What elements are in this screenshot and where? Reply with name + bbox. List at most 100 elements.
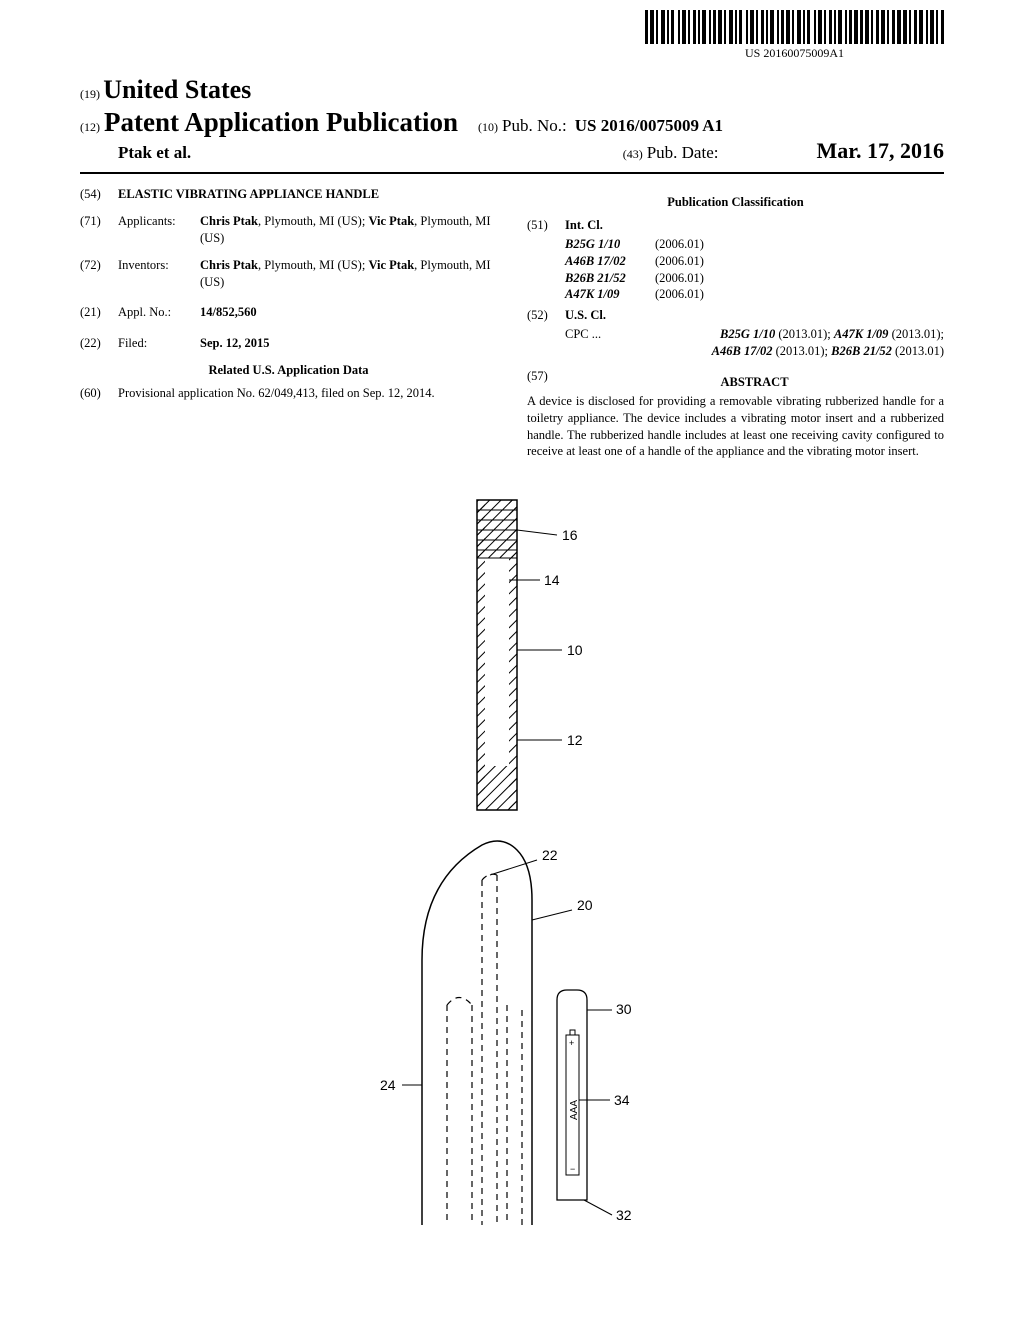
classification-heading: Publication Classification: [527, 194, 944, 211]
intcl-row: B25G 1/10(2006.01): [565, 236, 944, 253]
applicants-value: Chris Ptak, Plymouth, MI (US); Vic Ptak,…: [200, 213, 497, 247]
left-column: (54) ELASTIC VIBRATING APPLIANCE HANDLE …: [80, 186, 497, 460]
inventors-value: Chris Ptak, Plymouth, MI (US); Vic Ptak,…: [200, 257, 497, 291]
battery-minus: −: [570, 1164, 575, 1174]
pub-date-code: (43): [623, 147, 643, 161]
pub-date-label: Pub. Date:: [647, 143, 719, 162]
field-label: Appl. No.:: [118, 304, 200, 321]
cpc-date: (2013.01);: [888, 327, 944, 341]
figure-label-32: 32: [616, 1207, 632, 1223]
filed-value: Sep. 12, 2015: [200, 335, 497, 352]
field-code: (54): [80, 186, 118, 203]
cpc-prefix: CPC ...: [565, 326, 601, 343]
pub-type-code: (12): [80, 120, 100, 134]
patent-page: US 20160075009A1 (19) United States (12)…: [0, 0, 1024, 1320]
publication-line: (12) Patent Application Publication (10)…: [80, 107, 944, 138]
cpc-date: (2013.01);: [772, 344, 831, 358]
country-name: United States: [103, 75, 251, 104]
cpc-line-1: CPC ... B25G 1/10 (2013.01); A47K 1/09 (…: [565, 326, 944, 343]
field-code: (71): [80, 213, 118, 247]
field-22-filed: (22) Filed: Sep. 12, 2015: [80, 335, 497, 352]
field-code: (22): [80, 335, 118, 352]
cpc-line-2: A46B 17/02 (2013.01); B26B 21/52 (2013.0…: [565, 343, 944, 360]
intcl-code: A46B 17/02: [565, 253, 655, 270]
header: (19) United States (12) Patent Applicati…: [80, 75, 944, 164]
field-code: (51): [527, 217, 565, 234]
intcl-ver: (2006.01): [655, 253, 704, 270]
intcl-ver: (2006.01): [655, 236, 704, 253]
country-line: (19) United States: [80, 75, 944, 105]
intcl-code: A47K 1/09: [565, 286, 655, 303]
field-label: Inventors:: [118, 257, 200, 291]
battery-plus: +: [569, 1038, 574, 1048]
field-52-uscl: (52) U.S. Cl.: [527, 307, 944, 324]
pub-type: Patent Application Publication: [104, 107, 458, 137]
field-60-provisional: (60) Provisional application No. 62/049,…: [80, 385, 497, 402]
cpc-code: B26B 21/52: [831, 344, 892, 358]
figure-label-24: 24: [380, 1077, 396, 1093]
applicant-name: Chris Ptak: [200, 214, 258, 228]
field-label: Applicants:: [118, 213, 200, 247]
intcl-code: B26B 21/52: [565, 270, 655, 287]
barcode-graphic: [645, 10, 944, 44]
field-code: (52): [527, 307, 565, 324]
patent-drawing: 16 14 10 12 22 20: [362, 480, 662, 1240]
field-72-inventors: (72) Inventors: Chris Ptak, Plymouth, MI…: [80, 257, 497, 291]
figure: 16 14 10 12 22 20: [80, 480, 944, 1245]
divider: [80, 172, 944, 174]
intcl-row: A46B 17/02(2006.01): [565, 253, 944, 270]
intcl-row: B26B 21/52(2006.01): [565, 270, 944, 287]
inventor-name: Chris Ptak: [200, 258, 258, 272]
barcode-block: US 20160075009A1: [645, 10, 944, 61]
field-code: (60): [80, 385, 118, 402]
intcl-label: Int. Cl.: [565, 217, 944, 234]
figure-label-14: 14: [544, 572, 560, 588]
barcode-text: US 20160075009A1: [645, 46, 944, 61]
right-column: Publication Classification (51) Int. Cl.…: [527, 186, 944, 460]
figure-label-20: 20: [577, 897, 593, 913]
appl-no-value: 14/852,560: [200, 304, 497, 321]
bibliographic-columns: (54) ELASTIC VIBRATING APPLIANCE HANDLE …: [80, 186, 944, 460]
intcl-table: B25G 1/10(2006.01) A46B 17/02(2006.01) B…: [565, 236, 944, 304]
provisional-value: Provisional application No. 62/049,413, …: [118, 385, 497, 402]
intcl-code: B25G 1/10: [565, 236, 655, 253]
intcl-ver: (2006.01): [655, 286, 704, 303]
pub-date-value: Mar. 17, 2016: [816, 138, 944, 163]
field-code: (57): [527, 368, 565, 393]
field-code: (72): [80, 257, 118, 291]
authors: Ptak et al.: [118, 143, 191, 163]
cpc-block: CPC ... B25G 1/10 (2013.01); A47K 1/09 (…: [565, 326, 944, 360]
applicant-name: Vic Ptak: [368, 214, 414, 228]
field-code: (21): [80, 304, 118, 321]
figure-label-12: 12: [567, 732, 583, 748]
cpc-code: A47K 1/09: [834, 327, 889, 341]
invention-title: ELASTIC VIBRATING APPLIANCE HANDLE: [118, 186, 497, 203]
inventor-name: Vic Ptak: [368, 258, 414, 272]
cpc-date: (2013.01): [892, 344, 944, 358]
intcl-row: A47K 1/09(2006.01): [565, 286, 944, 303]
figure-label-22: 22: [542, 847, 558, 863]
abstract-text: A device is disclosed for providing a re…: [527, 393, 944, 461]
field-57-abstract-head: (57) ABSTRACT: [527, 368, 944, 393]
field-71-applicants: (71) Applicants: Chris Ptak, Plymouth, M…: [80, 213, 497, 247]
field-54-title: (54) ELASTIC VIBRATING APPLIANCE HANDLE: [80, 186, 497, 203]
related-data-heading: Related U.S. Application Data: [80, 362, 497, 379]
cpc-code: B25G 1/10: [720, 327, 775, 341]
pub-no-code: (10): [478, 120, 498, 134]
figure-label-10: 10: [567, 642, 583, 658]
cpc-code: A46B 17/02: [712, 344, 773, 358]
authors-line: Ptak et al. (43) Pub. Date: Mar. 17, 201…: [80, 138, 944, 164]
country-code: (19): [80, 87, 100, 101]
field-label: Filed:: [118, 335, 200, 352]
cpc-date: (2013.01);: [775, 327, 834, 341]
figure-label-aaa: AAA: [569, 1100, 580, 1120]
figure-label-30: 30: [616, 1001, 632, 1017]
applicant-loc: , Plymouth, MI (US);: [258, 214, 368, 228]
field-51-intcl: (51) Int. Cl.: [527, 217, 944, 234]
figure-label-34: 34: [614, 1092, 630, 1108]
field-21-applno: (21) Appl. No.: 14/852,560: [80, 304, 497, 321]
uscl-label: U.S. Cl.: [565, 307, 944, 324]
pub-no-value: US 2016/0075009 A1: [575, 116, 723, 135]
abstract-heading: ABSTRACT: [565, 374, 944, 391]
intcl-ver: (2006.01): [655, 270, 704, 287]
